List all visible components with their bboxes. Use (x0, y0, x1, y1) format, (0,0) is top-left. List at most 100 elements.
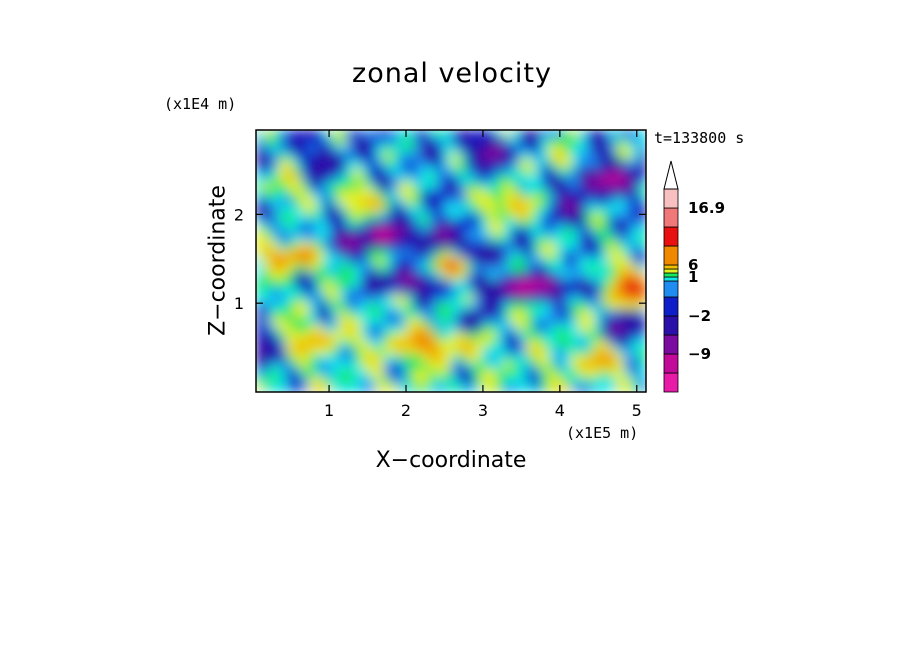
field-cell (413, 130, 422, 139)
field-cell (391, 339, 400, 348)
field-cell (271, 137, 280, 146)
field-cell (593, 294, 602, 303)
field-cell (511, 249, 520, 258)
field-cell (263, 137, 272, 146)
field-cell (466, 354, 475, 363)
field-cell (421, 152, 430, 161)
field-cell (331, 347, 340, 356)
field-cell (398, 302, 407, 311)
field-cell (293, 227, 302, 236)
field-cell (316, 294, 325, 303)
field-cell (301, 137, 310, 146)
field-cell (398, 272, 407, 281)
colorbar-swatch (663, 207, 679, 228)
field-cell (608, 189, 617, 198)
field-cell (368, 384, 377, 392)
field-cell (593, 347, 602, 356)
field-cell (323, 279, 332, 288)
field-cell (353, 219, 362, 228)
field-cell (601, 249, 610, 258)
field-cell (413, 279, 422, 288)
field-cell (466, 204, 475, 213)
field-cell (398, 242, 407, 251)
field-cell (376, 227, 385, 236)
field-cell (338, 227, 347, 236)
field-cell (503, 174, 512, 183)
field-cell (338, 189, 347, 198)
field-cell (473, 234, 482, 243)
field-cell (271, 384, 280, 392)
field-cell (511, 137, 520, 146)
field-cell (563, 317, 572, 326)
field-cell (263, 347, 272, 356)
field-cell (331, 174, 340, 183)
field-cell (443, 272, 452, 281)
field-cell (571, 242, 580, 251)
field-cell (376, 347, 385, 356)
field-cell (533, 294, 542, 303)
field-cell (413, 377, 422, 386)
field-cell (608, 152, 617, 161)
field-cell (556, 362, 565, 371)
field-cell (526, 324, 535, 333)
field-cell (443, 309, 452, 318)
field-cell (346, 182, 355, 191)
field-cell (383, 287, 392, 296)
field-cell (368, 242, 377, 251)
field-cell (541, 159, 550, 169)
field-cell (323, 182, 332, 191)
field-cell (608, 279, 617, 288)
field-cell (436, 159, 445, 169)
field-cell (331, 339, 340, 348)
field-cell (608, 212, 617, 221)
field-cell (256, 159, 265, 169)
field-cell (271, 347, 280, 356)
field-cell (638, 272, 646, 281)
field-cell (548, 227, 557, 236)
field-cell (308, 167, 317, 176)
field-cell (578, 167, 587, 176)
field-cell (383, 279, 392, 288)
field-cell (578, 264, 587, 273)
field-cell (458, 257, 467, 266)
field-cell (541, 347, 550, 356)
field-cell (436, 167, 445, 176)
field-cell (256, 272, 265, 281)
field-cell (511, 130, 520, 139)
field-cell (533, 152, 542, 161)
field-cell (518, 369, 527, 378)
field-cell (556, 317, 565, 326)
field-cell (353, 362, 362, 371)
field-cell (391, 362, 400, 371)
field-cell (331, 182, 340, 191)
field-cell (526, 219, 535, 228)
field-cell (361, 189, 370, 198)
field-cell (346, 264, 355, 273)
field-cell (488, 272, 497, 281)
field-cell (338, 144, 347, 154)
field-cell (278, 347, 287, 356)
field-cell (608, 174, 617, 183)
field-cell (428, 227, 437, 236)
field-cell (323, 354, 332, 363)
field-cell (406, 167, 415, 176)
field-cell (511, 204, 520, 213)
field-cell (398, 354, 407, 363)
field-cell (473, 257, 482, 266)
field-cell (526, 174, 535, 183)
field-cell (443, 182, 452, 191)
field-cell (331, 279, 340, 288)
field-cell (638, 152, 646, 161)
field-cell (563, 204, 572, 213)
field-cell (331, 167, 340, 176)
field-cell (293, 174, 302, 183)
field-cell (346, 279, 355, 288)
field-cell (466, 272, 475, 281)
field-cell (608, 377, 617, 386)
field-cell (263, 189, 272, 198)
field-cell (496, 287, 505, 296)
field-cell (563, 152, 572, 161)
field-cell (308, 354, 317, 363)
field-cell (616, 354, 625, 363)
field-cell (601, 309, 610, 318)
